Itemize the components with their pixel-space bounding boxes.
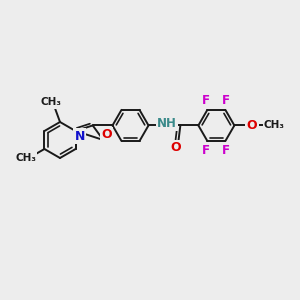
Text: CH₃: CH₃ bbox=[15, 153, 36, 163]
Text: F: F bbox=[202, 94, 210, 107]
Text: NH: NH bbox=[157, 117, 177, 130]
Text: F: F bbox=[202, 143, 210, 157]
Text: F: F bbox=[222, 143, 230, 157]
Text: CH₃: CH₃ bbox=[40, 98, 61, 107]
Text: O: O bbox=[101, 128, 112, 142]
Text: O: O bbox=[247, 119, 257, 132]
Text: N: N bbox=[74, 130, 85, 142]
Text: CH₃: CH₃ bbox=[264, 120, 285, 130]
Text: O: O bbox=[170, 141, 181, 154]
Text: F: F bbox=[222, 94, 230, 107]
